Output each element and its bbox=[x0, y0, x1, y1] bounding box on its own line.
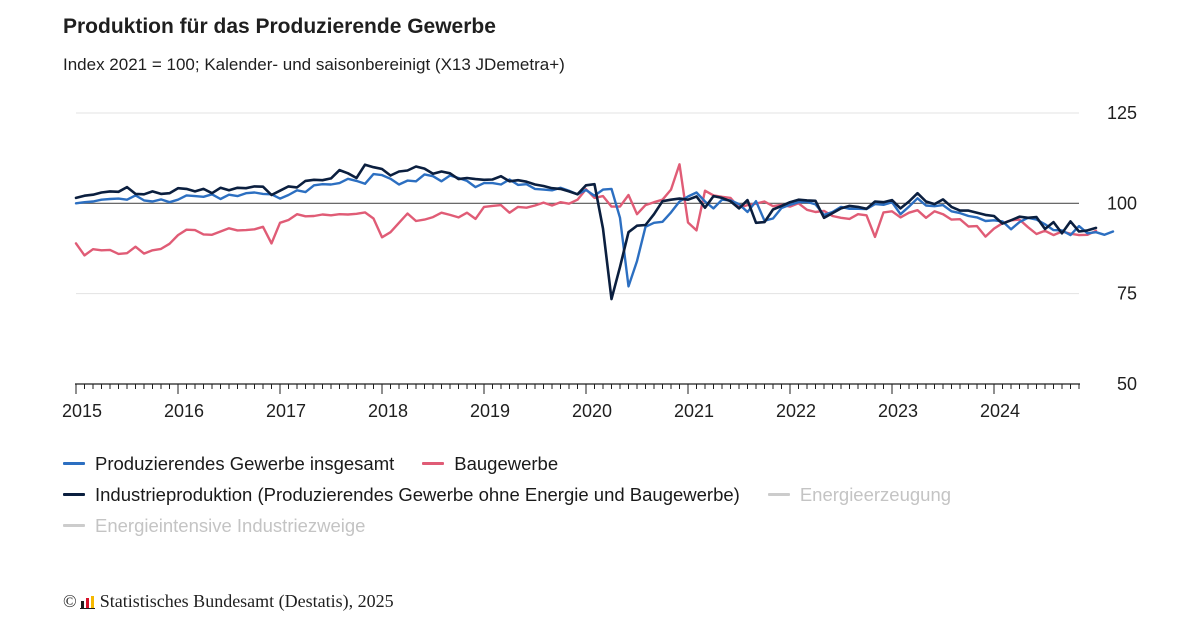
x-axis: 2015 2016 2017 2018 2019 2020 2021 2022 2023 2024 bbox=[62, 383, 1080, 421]
chart-subtitle: Index 2021 = 100; Kalender- und saisonbe… bbox=[63, 55, 565, 74]
chart-title: Produktion für das Produzierende Gewerbe bbox=[63, 15, 496, 38]
x-tick-label: 2020 bbox=[572, 401, 612, 421]
legend-label: Energieerzeugung bbox=[799, 483, 952, 505]
legend-swatch bbox=[63, 493, 85, 496]
x-tick-label: 2017 bbox=[266, 401, 306, 421]
legend-swatch bbox=[767, 493, 790, 496]
series-lines bbox=[74, 163, 1115, 301]
legend-label: Produzierendes Gewerbe insgesamt bbox=[95, 452, 395, 474]
x-tick-label: 2021 bbox=[674, 401, 714, 421]
y-tick-label: 125 bbox=[1107, 103, 1137, 123]
legend-item-industrie[interactable]: Industrieproduktion (Produzierendes Gewe… bbox=[63, 484, 740, 506]
legend-swatch bbox=[63, 462, 85, 465]
legend-row: Industrieproduktion (Produzierendes Gewe… bbox=[63, 479, 1183, 510]
y-tick-label: 50 bbox=[1117, 374, 1137, 394]
x-tick-label: 2018 bbox=[368, 401, 408, 421]
x-tick-label: 2016 bbox=[164, 401, 204, 421]
legend-swatch bbox=[422, 462, 445, 465]
legend-label: Industrieproduktion (Produzierendes Gewe… bbox=[95, 483, 740, 505]
x-tick-label: 2019 bbox=[470, 401, 510, 421]
legend-item-energieintensiv[interactable]: Energieintensive Industriezweige bbox=[63, 515, 365, 537]
legend-item-energieerzeugung[interactable]: Energieerzeugung bbox=[767, 483, 952, 506]
x-tick-label: 2023 bbox=[878, 401, 918, 421]
x-tick-label: 2024 bbox=[980, 401, 1020, 421]
legend-swatch bbox=[63, 524, 85, 527]
legend-item-produzierendes[interactable]: Produzierendes Gewerbe insgesamt bbox=[63, 453, 394, 475]
x-tick-label: 2015 bbox=[62, 401, 102, 421]
y-tick-label: 100 bbox=[1107, 193, 1137, 213]
legend-row: Produzierendes Gewerbe insgesamt Baugewe… bbox=[63, 448, 1183, 479]
legend: Produzierendes Gewerbe insgesamt Baugewe… bbox=[63, 448, 1183, 541]
legend-label: Energieintensive Industriezweige bbox=[95, 514, 366, 536]
copyright-symbol: © bbox=[63, 591, 77, 611]
series-line-industrie bbox=[74, 163, 1098, 301]
legend-row: Energieintensive Industriezweige bbox=[63, 510, 1183, 541]
y-tick-label: 75 bbox=[1117, 284, 1137, 304]
source-text: Statistisches Bundesamt (Destatis), 2025 bbox=[99, 591, 394, 611]
x-tick-label: 2022 bbox=[776, 401, 816, 421]
source-footer: © Statistisches Bundesamt (Destatis), 20… bbox=[63, 591, 394, 612]
y-axis-ticks: 50 75 100 125 bbox=[1107, 103, 1137, 394]
series-line-baugewerbe bbox=[74, 163, 1098, 257]
legend-label: Baugewerbe bbox=[454, 452, 559, 474]
series-line-produzierendes bbox=[74, 172, 1115, 288]
legend-item-baugewerbe[interactable]: Baugewerbe bbox=[422, 453, 558, 475]
destatis-logo-icon bbox=[79, 595, 95, 609]
